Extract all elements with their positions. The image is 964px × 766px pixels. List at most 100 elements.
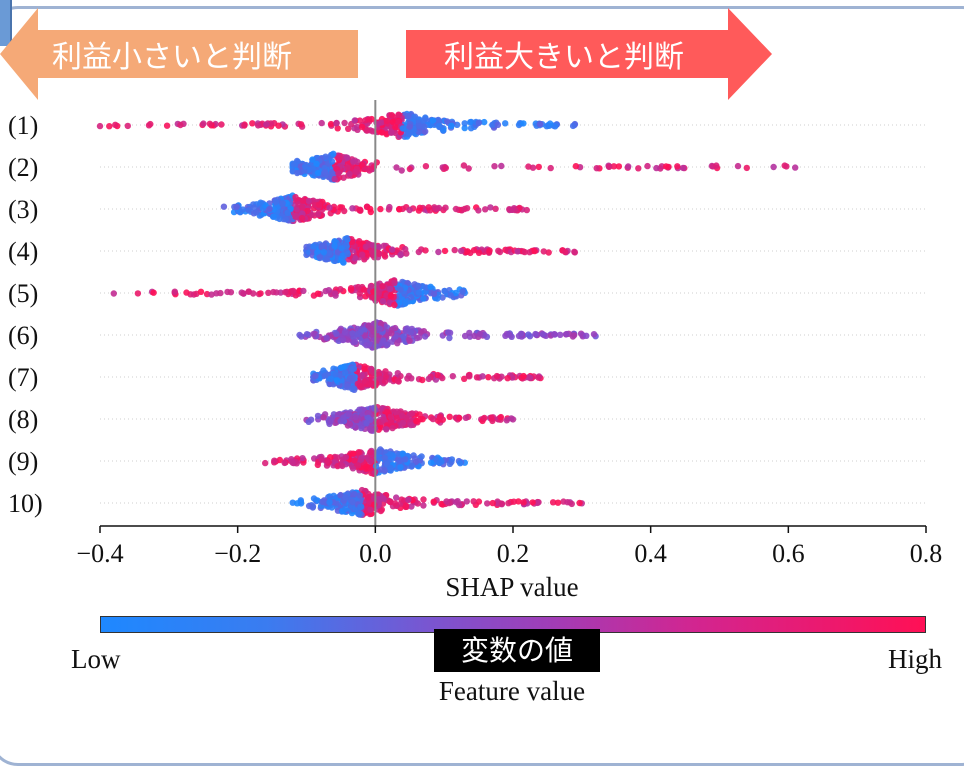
shap-point — [354, 462, 362, 469]
shap-point — [438, 500, 445, 508]
shap-point — [218, 121, 225, 128]
shap-point — [615, 163, 623, 170]
shap-point — [435, 116, 442, 124]
shap-point — [217, 289, 224, 297]
shap-point — [366, 167, 373, 174]
shap-point — [275, 122, 282, 129]
shap-point — [366, 426, 374, 433]
shap-point — [481, 118, 488, 126]
shap-point — [425, 204, 432, 211]
shap-point — [106, 123, 113, 130]
shap-point — [396, 299, 403, 306]
shap-point — [310, 243, 317, 250]
shap-point — [363, 463, 370, 470]
shap-point — [339, 252, 346, 259]
shap-point — [365, 116, 373, 123]
shap-point — [387, 418, 395, 426]
shap-point — [150, 289, 157, 296]
shap-point — [461, 124, 468, 132]
shap-point — [395, 111, 402, 118]
feature-label: (1) — [8, 111, 38, 140]
shap-point — [327, 418, 334, 425]
shap-point — [233, 203, 240, 210]
shap-point — [326, 499, 333, 506]
shap-point — [446, 329, 454, 336]
shap-point — [429, 415, 437, 423]
shap-point — [367, 457, 374, 465]
shap-point — [381, 454, 388, 462]
shap-point — [319, 498, 326, 506]
shap-point — [457, 247, 465, 255]
shap-point — [327, 120, 335, 128]
shap-point — [356, 492, 363, 499]
shap-point — [393, 494, 400, 501]
x-tick-label: 0.0 — [359, 539, 392, 568]
shap-point — [402, 502, 410, 509]
shap-point — [486, 247, 493, 254]
shap-point — [436, 414, 444, 421]
shap-point — [399, 419, 407, 427]
x-axis-title: SHAP value — [445, 572, 579, 602]
shap-point — [288, 456, 295, 463]
shap-point — [297, 498, 305, 505]
shap-point — [339, 462, 346, 470]
shap-point — [357, 382, 364, 390]
shap-point — [334, 454, 341, 461]
shap-point — [442, 164, 449, 172]
x-tick-label: 0.6 — [772, 539, 805, 568]
shap-point — [309, 156, 316, 163]
shap-point — [713, 162, 720, 169]
shap-point — [564, 499, 571, 506]
shap-point — [674, 163, 681, 170]
shap-point — [525, 331, 532, 338]
shap-point — [351, 117, 358, 124]
shap-point — [320, 367, 327, 374]
shap-point — [314, 290, 322, 297]
shap-point — [332, 290, 339, 297]
shap-point — [96, 122, 104, 130]
shap-point — [270, 288, 277, 296]
shap-point — [393, 164, 400, 171]
shap-point — [378, 129, 386, 136]
shap-point — [432, 205, 440, 213]
shap-point — [491, 163, 498, 170]
feature-label: (8) — [8, 405, 38, 434]
shap-point — [253, 209, 260, 216]
shap-point — [492, 205, 499, 212]
shap-point — [327, 375, 334, 382]
shap-point — [208, 291, 215, 298]
shap-point — [367, 283, 375, 290]
shap-point — [272, 198, 280, 205]
shap-point — [349, 330, 356, 337]
shap-point — [520, 499, 527, 506]
shap-point — [392, 324, 399, 332]
shap-point — [562, 248, 569, 256]
shap-point — [593, 165, 600, 172]
shap-point — [344, 236, 351, 243]
shap-point — [531, 247, 538, 255]
shap-point — [315, 201, 323, 208]
shap-point — [379, 298, 387, 305]
shap-point — [375, 495, 382, 503]
shap-point — [290, 161, 297, 168]
shap-point — [292, 212, 299, 219]
shap-point — [333, 377, 341, 384]
shap-point — [396, 206, 403, 213]
shap-point — [337, 286, 344, 293]
shap-point — [551, 331, 558, 338]
shap-point — [387, 498, 394, 506]
shap-point — [342, 494, 349, 501]
shap-point — [535, 163, 542, 171]
shap-point — [497, 413, 505, 421]
shap-point — [353, 123, 361, 131]
shap-point — [653, 164, 660, 172]
shap-point — [396, 457, 403, 465]
shap-point — [349, 450, 357, 457]
shap-point — [402, 299, 409, 307]
shap-point — [405, 129, 413, 137]
shap-point — [447, 292, 454, 299]
shap-point — [323, 256, 330, 263]
shap-point — [532, 330, 539, 338]
shap-beeswarm-plot: (1) (2) (3) (4) (5) (6) (7) (8) (9) 10) −0.4 −0.2 0… — [8, 100, 942, 568]
shap-point — [281, 459, 288, 467]
